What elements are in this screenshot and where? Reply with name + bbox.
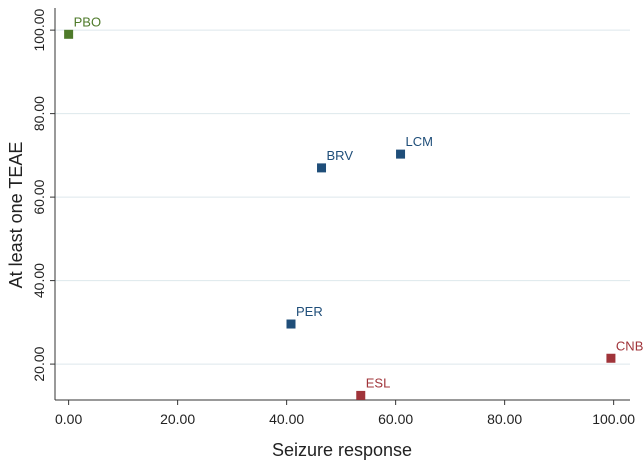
x-axis-title: Seizure response <box>272 440 412 460</box>
point <box>317 163 327 173</box>
point <box>396 149 406 159</box>
y-tick-label: 80.00 <box>31 96 47 131</box>
x-tick-label: 60.00 <box>378 411 413 427</box>
point <box>286 319 296 329</box>
point-label: PBO <box>74 14 101 29</box>
x-tick-label: 100.00 <box>592 411 635 427</box>
point-label: ESL <box>366 375 391 390</box>
point-label: LCM <box>406 134 433 149</box>
y-tick-label: 60.00 <box>31 179 47 214</box>
point-label: PER <box>296 304 323 319</box>
y-axis-title: At least one TEAE <box>6 142 26 289</box>
point-label: BRV <box>327 148 354 163</box>
x-tick-label: 0.00 <box>55 411 82 427</box>
y-tick-label: 20.00 <box>31 346 47 381</box>
x-tick-label: 20.00 <box>160 411 195 427</box>
point-label: CNB <box>616 338 643 353</box>
x-tick-label: 80.00 <box>487 411 522 427</box>
x-tick-label: 40.00 <box>269 411 304 427</box>
point <box>64 29 74 39</box>
point <box>356 390 366 400</box>
point <box>606 353 616 363</box>
y-tick-label: 40.00 <box>31 263 47 298</box>
y-tick-label: 100.00 <box>31 9 47 52</box>
